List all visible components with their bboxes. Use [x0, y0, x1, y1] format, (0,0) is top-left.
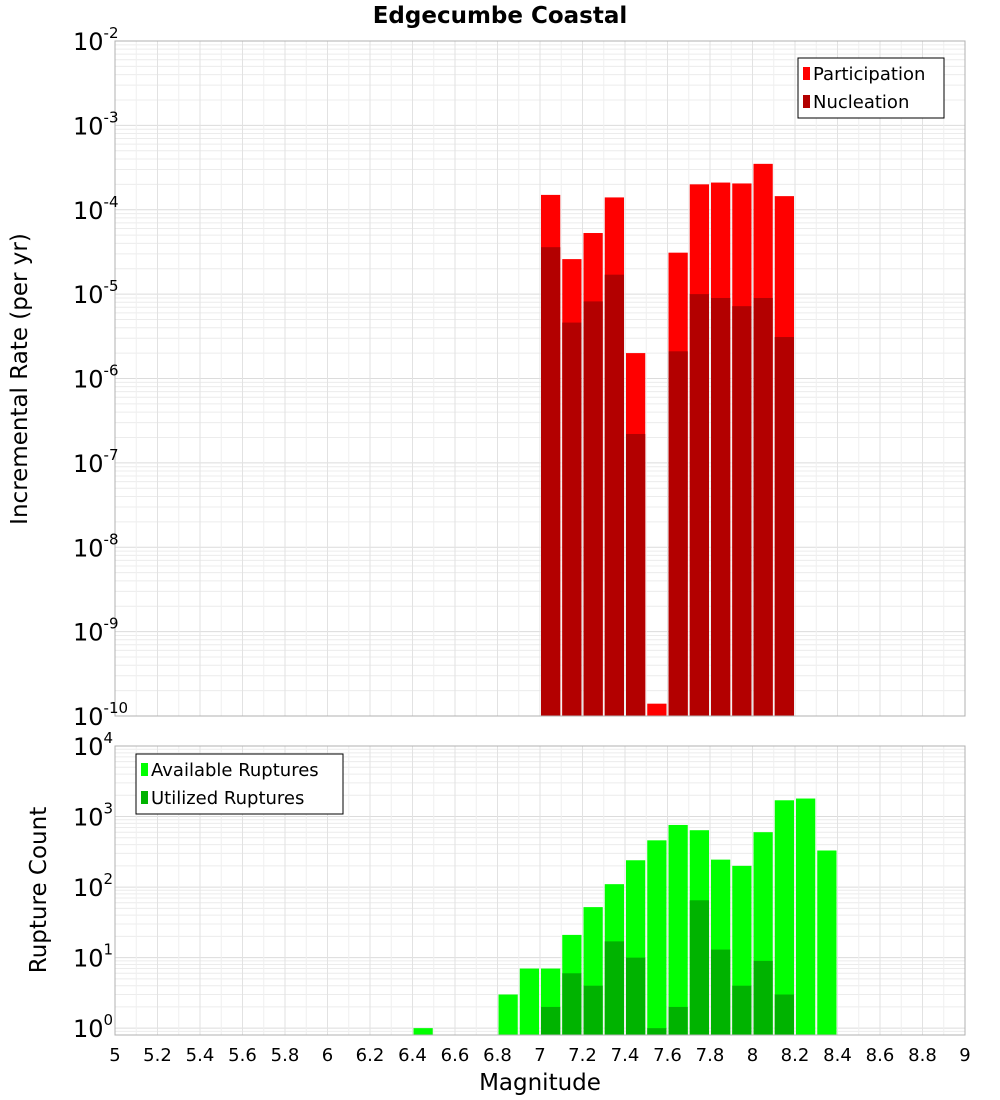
top-ytick-label: 10-4 [73, 193, 119, 225]
top-bar-nucleation [604, 274, 624, 716]
x-tick-label: 5 [109, 1045, 120, 1066]
bottom-ytick-label: 102 [73, 870, 113, 902]
bottom-bar-utilized-ruptures [562, 973, 582, 1035]
top-bar-nucleation [541, 247, 561, 716]
top-bar-nucleation [711, 297, 731, 716]
top-bar-nucleation [583, 301, 603, 716]
x-tick-label: 8.6 [866, 1045, 895, 1066]
x-tick-label: 5.4 [186, 1045, 215, 1066]
top-legend-swatch-nucleation [803, 95, 810, 108]
top-bar-nucleation [689, 294, 709, 716]
bottom-bar-available-ruptures [796, 798, 816, 1035]
x-tick-label: 6.6 [441, 1045, 470, 1066]
top-ytick-label: 10-7 [73, 446, 119, 478]
bottom-bar-available-ruptures [519, 968, 539, 1035]
bottom-legend-swatch-available-ruptures [141, 763, 148, 776]
bottom-bar-utilized-ruptures [732, 985, 752, 1035]
bottom-bar-utilized-ruptures [604, 941, 624, 1035]
top-y-axis-label: Incremental Rate (per yr) [7, 233, 33, 525]
top-ytick-label: 10-9 [73, 615, 119, 647]
top-plot-frame [114, 40, 966, 717]
top-ytick-label: 10-8 [73, 530, 119, 562]
top-legend-label-nucleation: Nucleation [813, 92, 909, 113]
x-tick-label: 6.8 [483, 1045, 512, 1066]
bottom-legend-label-utilized-ruptures: Utilized Ruptures [151, 788, 304, 809]
bottom-bar-available-ruptures [498, 994, 518, 1035]
bottom-bar-utilized-ruptures [626, 957, 646, 1035]
x-tick-label: 7.2 [568, 1045, 597, 1066]
bottom-bar-utilized-ruptures [711, 949, 731, 1035]
top-ytick-label: 10-5 [73, 277, 119, 309]
x-tick-label: 7.4 [611, 1045, 640, 1066]
x-tick-label: 7 [534, 1045, 545, 1066]
bottom-legend-label-available-ruptures: Available Ruptures [151, 760, 319, 781]
bottom-legend [135, 753, 344, 815]
bottom-bar-utilized-ruptures [583, 985, 603, 1035]
bottom-bar-utilized-ruptures [689, 900, 709, 1035]
bottom-bar-utilized-ruptures [647, 1028, 667, 1035]
top-legend-label-participation: Participation [813, 64, 925, 85]
bottom-bar-utilized-ruptures [753, 960, 773, 1035]
top-bar-nucleation [753, 297, 773, 716]
x-tick-label: 8.2 [781, 1045, 810, 1066]
x-tick-label: 5.8 [271, 1045, 300, 1066]
x-tick-label: 9 [959, 1045, 970, 1066]
top-bar-nucleation [732, 306, 752, 716]
bottom-bar-utilized-ruptures [668, 1006, 688, 1035]
x-tick-label: 7.6 [653, 1045, 682, 1066]
top-legend-swatch-participation [803, 67, 810, 80]
chart-title: Edgecumbe Coastal [373, 3, 628, 29]
top-bar-nucleation [668, 351, 688, 716]
top-panel: 10-2 10-3 10-4 10-5 10-6 10-7 10-8 10-9 10-10 Par… [73, 24, 966, 731]
bottom-bar-available-ruptures [774, 800, 794, 1035]
x-tick-label: 6 [322, 1045, 333, 1066]
bottom-ytick-label: 100 [73, 1011, 113, 1043]
bottom-ytick-label: 103 [73, 800, 113, 832]
top-ytick-label: 10-6 [73, 362, 119, 394]
bottom-ytick-label: 104 [73, 729, 113, 761]
x-tick-label: 6.2 [356, 1045, 385, 1066]
top-ytick-label: 10-10 [73, 699, 128, 731]
x-tick-label: 7.8 [696, 1045, 725, 1066]
top-bar-participation [647, 703, 667, 716]
x-tick-label: 8.4 [823, 1045, 852, 1066]
bottom-ytick-label: 101 [73, 941, 113, 973]
x-tick-label: 8.8 [908, 1045, 937, 1066]
bottom-bar-available-ruptures [668, 824, 688, 1035]
top-bar-nucleation [562, 322, 582, 716]
top-legend [797, 57, 945, 119]
top-bar-nucleation [626, 433, 646, 716]
bottom-y-axis-label: Rupture Count [26, 807, 52, 973]
top-ytick-label: 10-2 [73, 24, 119, 56]
bottom-bar-available-ruptures [647, 840, 667, 1035]
bottom-bar-utilized-ruptures [541, 1006, 561, 1035]
x-axis-label: Magnitude [479, 1070, 601, 1096]
bottom-legend-swatch-utilized-ruptures [141, 791, 148, 804]
x-tick-label: 6.4 [398, 1045, 427, 1066]
bottom-plot-frame [114, 745, 966, 1036]
top-bar-nucleation [774, 337, 794, 716]
x-tick-label: 5.2 [143, 1045, 172, 1066]
bottom-bar-available-ruptures [413, 1028, 433, 1035]
bottom-bar-utilized-ruptures [774, 994, 794, 1035]
x-tick-label: 5.6 [228, 1045, 257, 1066]
x-tick-label: 8 [747, 1045, 758, 1066]
top-ytick-label: 10-3 [73, 108, 119, 140]
bottom-bar-available-ruptures [817, 850, 837, 1035]
